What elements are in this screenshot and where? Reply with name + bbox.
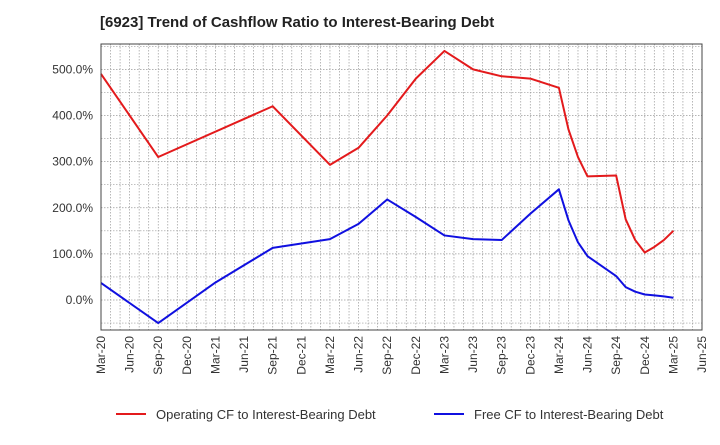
x-tick-label: Mar-21 bbox=[208, 336, 222, 374]
grid bbox=[100, 44, 703, 330]
y-tick-label: 0.0% bbox=[66, 293, 94, 307]
x-tick-label: Sep-23 bbox=[495, 336, 509, 375]
x-tick-label: Mar-25 bbox=[666, 336, 680, 374]
y-tick-label: 100.0% bbox=[52, 247, 93, 261]
axes: 0.0% 100.0% 200.0% 300.0% 400.0% 500.0% Mar-20… bbox=[52, 43, 709, 375]
x-tick-label: Sep-20 bbox=[151, 336, 165, 375]
x-tick-label: Jun-24 bbox=[581, 336, 595, 373]
legend-label-2: Free CF to Interest-Bearing Debt bbox=[474, 407, 664, 422]
x-tick-label: Sep-21 bbox=[266, 336, 280, 375]
x-tick-label: Mar-23 bbox=[437, 336, 451, 374]
x-tick-label: Jun-25 bbox=[695, 336, 709, 373]
x-tick-label: Dec-22 bbox=[409, 336, 423, 375]
x-tick-label: Jun-20 bbox=[123, 336, 137, 373]
x-tick-label: Dec-24 bbox=[638, 336, 652, 375]
x-tick-label: Dec-23 bbox=[523, 336, 537, 375]
plot-frame bbox=[100, 43, 703, 331]
legend-label-1: Operating CF to Interest-Bearing Debt bbox=[156, 407, 376, 422]
x-tick-label: Dec-20 bbox=[180, 336, 194, 375]
x-tick-label: Mar-22 bbox=[323, 336, 337, 374]
series-line-1 bbox=[100, 49, 675, 254]
x-tick-label: Mar-24 bbox=[552, 336, 566, 374]
chart-title: [6923] Trend of Cashflow Ratio to Intere… bbox=[100, 14, 495, 31]
y-tick-label: 500.0% bbox=[52, 62, 93, 76]
y-tick-label: 200.0% bbox=[52, 201, 93, 215]
x-tick-label: Mar-20 bbox=[94, 336, 108, 374]
x-tick-label: Jun-21 bbox=[237, 336, 251, 373]
legend: Operating CF to Interest-Bearing Debt Fre… bbox=[116, 407, 664, 422]
series-line-2 bbox=[100, 188, 674, 325]
y-tick-label: 400.0% bbox=[52, 109, 93, 123]
y-tick-label: 300.0% bbox=[52, 155, 93, 169]
x-tick-label: Sep-24 bbox=[609, 336, 623, 375]
series-lines bbox=[100, 49, 675, 325]
x-tick-label: Jun-23 bbox=[466, 336, 480, 373]
x-tick-label: Jun-22 bbox=[352, 336, 366, 373]
x-tick-label: Sep-22 bbox=[380, 336, 394, 375]
x-tick-label: Dec-21 bbox=[294, 336, 308, 375]
